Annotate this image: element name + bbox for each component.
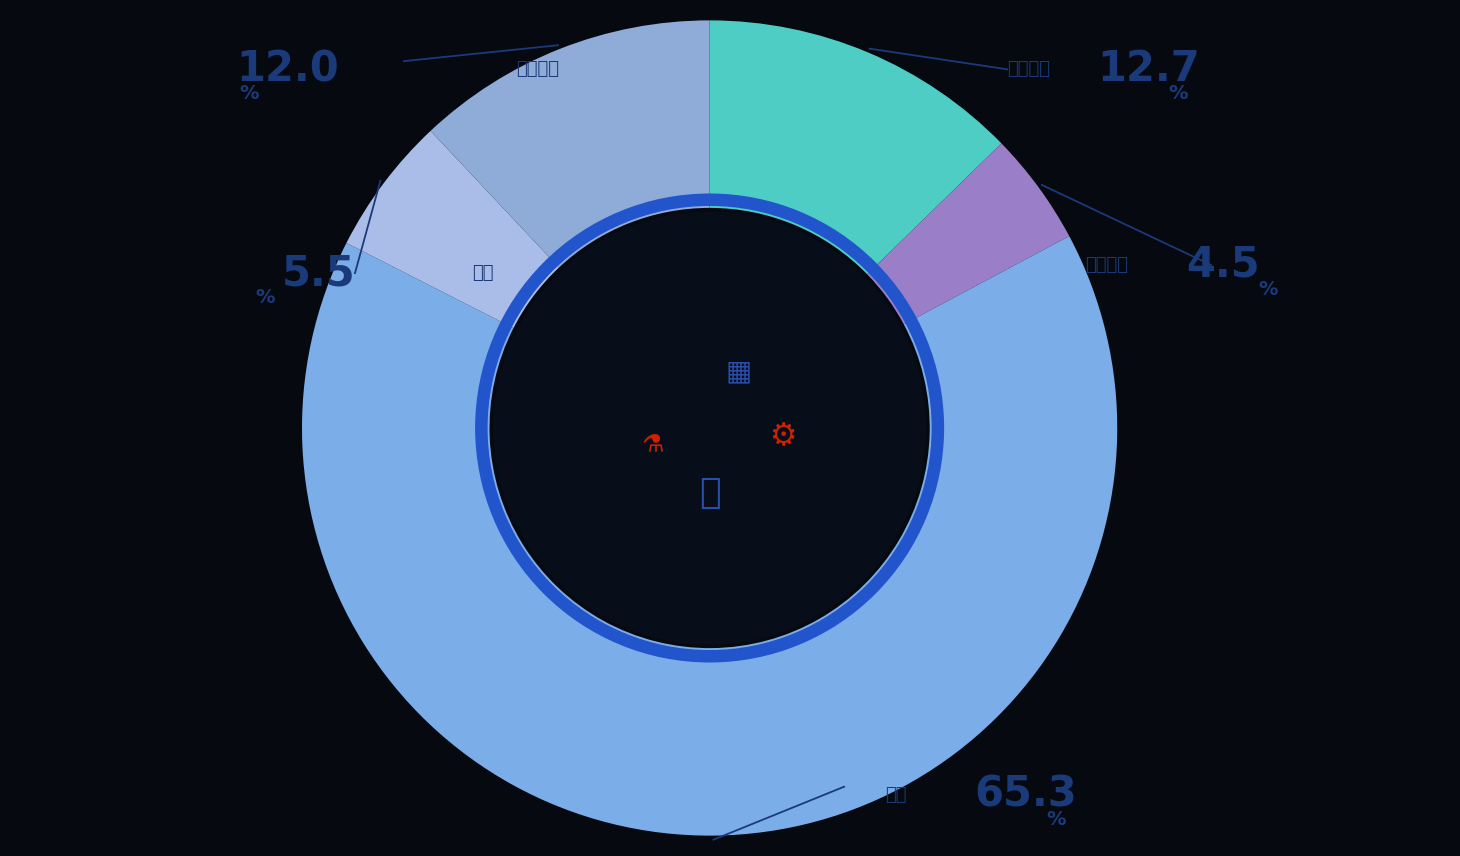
Wedge shape: [431, 21, 710, 268]
Text: ⚗: ⚗: [641, 432, 664, 456]
Text: 製造: 製造: [885, 786, 907, 804]
Text: %: %: [1168, 84, 1188, 104]
Text: 12.0: 12.0: [237, 48, 339, 90]
Text: 12.7: 12.7: [1096, 48, 1200, 90]
Text: 営業: 営業: [472, 265, 493, 282]
Wedge shape: [346, 131, 559, 328]
Text: 65.3: 65.3: [975, 774, 1077, 816]
Text: 生産技術: 生産技術: [1085, 256, 1127, 274]
Text: %: %: [1259, 280, 1278, 299]
Circle shape: [493, 212, 926, 644]
Text: 経理事務: 経理事務: [515, 60, 559, 78]
Text: %: %: [255, 288, 274, 307]
Text: ▦: ▦: [726, 357, 752, 385]
Wedge shape: [867, 144, 1069, 324]
Text: 🕴: 🕴: [699, 476, 720, 510]
Text: %: %: [239, 84, 258, 104]
Text: %: %: [1047, 810, 1066, 829]
Wedge shape: [302, 236, 1117, 835]
Text: 5.5: 5.5: [282, 253, 355, 294]
Text: 研究開発: 研究開発: [1007, 60, 1050, 78]
Wedge shape: [710, 21, 1002, 274]
Text: ⚙: ⚙: [769, 422, 797, 450]
Text: 4.5: 4.5: [1187, 244, 1260, 286]
